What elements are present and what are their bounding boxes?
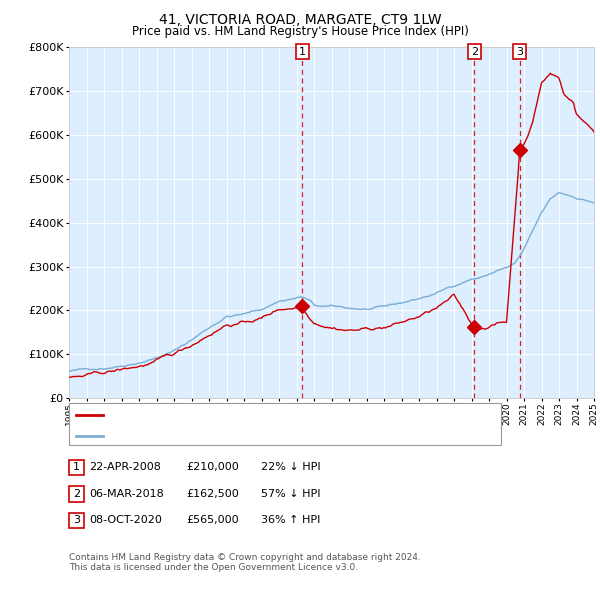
Text: £210,000: £210,000 <box>186 463 239 472</box>
Text: £162,500: £162,500 <box>186 489 239 499</box>
Text: 22% ↓ HPI: 22% ↓ HPI <box>261 463 320 472</box>
Text: 36% ↑ HPI: 36% ↑ HPI <box>261 516 320 525</box>
Text: Price paid vs. HM Land Registry's House Price Index (HPI): Price paid vs. HM Land Registry's House … <box>131 25 469 38</box>
Text: Contains HM Land Registry data © Crown copyright and database right 2024.: Contains HM Land Registry data © Crown c… <box>69 553 421 562</box>
Text: £565,000: £565,000 <box>186 516 239 525</box>
Text: 3: 3 <box>516 47 523 57</box>
Text: 41, VICTORIA ROAD, MARGATE, CT9 1LW: 41, VICTORIA ROAD, MARGATE, CT9 1LW <box>158 13 442 27</box>
Text: 3: 3 <box>73 516 80 525</box>
Text: 22-APR-2008: 22-APR-2008 <box>89 463 161 472</box>
Text: 06-MAR-2018: 06-MAR-2018 <box>89 489 164 499</box>
Text: This data is licensed under the Open Government Licence v3.0.: This data is licensed under the Open Gov… <box>69 563 358 572</box>
Text: 1: 1 <box>299 47 306 57</box>
Text: HPI: Average price, detached house, Thanet: HPI: Average price, detached house, Than… <box>109 431 338 441</box>
Text: 2: 2 <box>73 489 80 499</box>
Text: 57% ↓ HPI: 57% ↓ HPI <box>261 489 320 499</box>
Text: 08-OCT-2020: 08-OCT-2020 <box>89 516 161 525</box>
Text: 2: 2 <box>471 47 478 57</box>
Text: 41, VICTORIA ROAD, MARGATE, CT9 1LW (detached house): 41, VICTORIA ROAD, MARGATE, CT9 1LW (det… <box>109 410 416 420</box>
Text: 1: 1 <box>73 463 80 472</box>
